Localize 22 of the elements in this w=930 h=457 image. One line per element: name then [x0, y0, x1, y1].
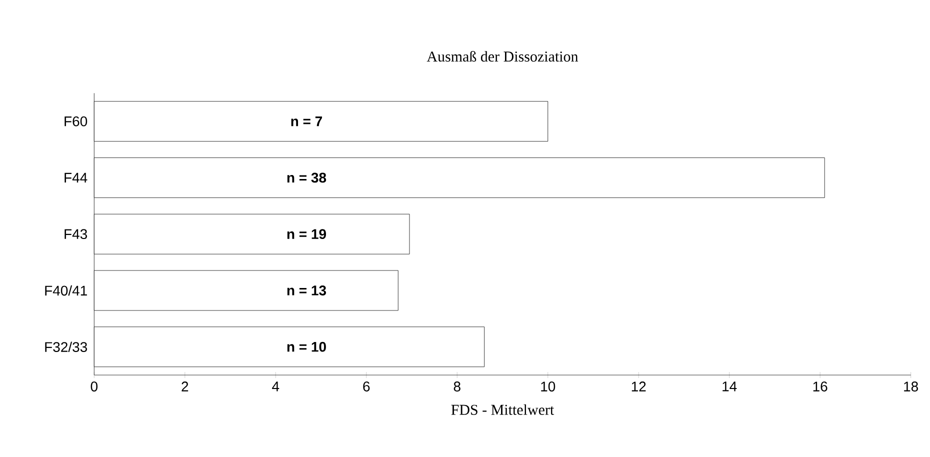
x-tick-label: 18 [904, 381, 918, 392]
x-axis-title: FDS - Mittelwert [451, 404, 554, 415]
annotation: n = 10 [287, 342, 326, 352]
annotation: n = 19 [287, 229, 326, 239]
x-tick-label: 12 [632, 381, 646, 392]
x-tick-label: 16 [813, 381, 828, 392]
annotation: n = 7 [291, 116, 322, 126]
annotation: n = 38 [287, 172, 326, 183]
x-tick-label: 2 [182, 381, 188, 392]
x-tick-label: 6 [363, 381, 370, 392]
y-tick-label: F32/33 [45, 342, 88, 352]
y-tick-label: F43 [64, 229, 88, 239]
x-tick-label: 0 [90, 381, 98, 392]
y-tick-label: F60 [64, 116, 88, 126]
y-tick-label: F44 [64, 172, 88, 182]
y-tick-label: F40/41 [45, 285, 87, 296]
x-tick-label: 14 [722, 381, 737, 392]
x-tick-label: 8 [454, 381, 460, 392]
annotation: n = 13 [287, 285, 326, 296]
x-tick-label: 4 [272, 381, 280, 392]
chart-title: Ausmaß der Dissoziation [426, 50, 578, 62]
x-tick-label: 10 [541, 381, 556, 392]
